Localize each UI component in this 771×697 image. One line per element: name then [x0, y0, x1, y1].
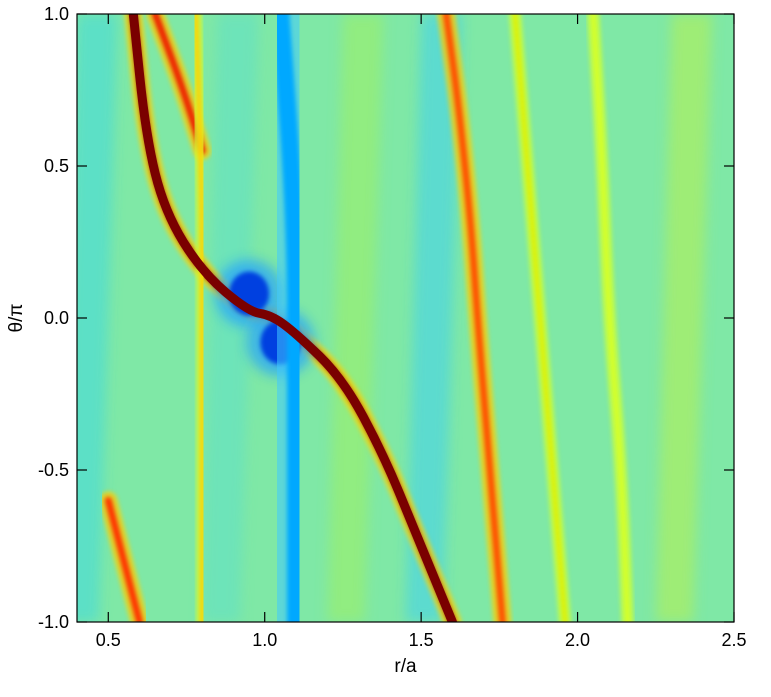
x-axis-label: r/a — [394, 656, 417, 677]
lower-inner-arm — [104, 496, 144, 622]
y-axis-label: θ/π — [6, 304, 27, 333]
y-tick-label: -0.5 — [38, 460, 69, 480]
x-tick-label: 2.5 — [721, 630, 746, 650]
y-tick-label: 0.0 — [44, 308, 69, 328]
texture-band-1 — [77, 14, 118, 622]
inner-upper-yellow-band — [193, 14, 205, 622]
x-axis: 0.5 1.0 1.5 2.0 2.5 — [96, 14, 747, 650]
corotation-gap — [271, 14, 306, 622]
outer-spiral-wave-1 — [442, 14, 506, 622]
x-tick-label: 1.0 — [252, 630, 277, 650]
x-tick-label: 2.0 — [565, 630, 590, 650]
x-tick-label: 0.5 — [96, 630, 121, 650]
x-tick-label: 1.5 — [409, 630, 434, 650]
outer-spiral-wave-2 — [512, 14, 568, 622]
texture-band-3 — [327, 14, 384, 622]
primary-spiral-wake-core — [128, 14, 457, 622]
texture-band-5 — [655, 14, 713, 622]
y-tick-label: 0.5 — [44, 156, 69, 176]
y-tick-label: -1.0 — [38, 612, 69, 632]
texture-band-4 — [405, 14, 462, 622]
outer-spiral-wave-3 — [590, 14, 631, 622]
y-axis: -1.0 -0.5 0.0 0.5 1.0 — [38, 4, 734, 632]
y-tick-label: 1.0 — [44, 4, 69, 24]
plot-area — [77, 14, 734, 622]
